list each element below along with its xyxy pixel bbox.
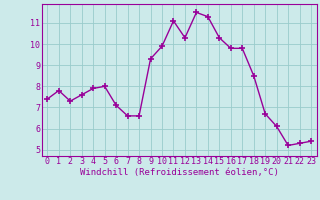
X-axis label: Windchill (Refroidissement éolien,°C): Windchill (Refroidissement éolien,°C) xyxy=(80,168,279,177)
